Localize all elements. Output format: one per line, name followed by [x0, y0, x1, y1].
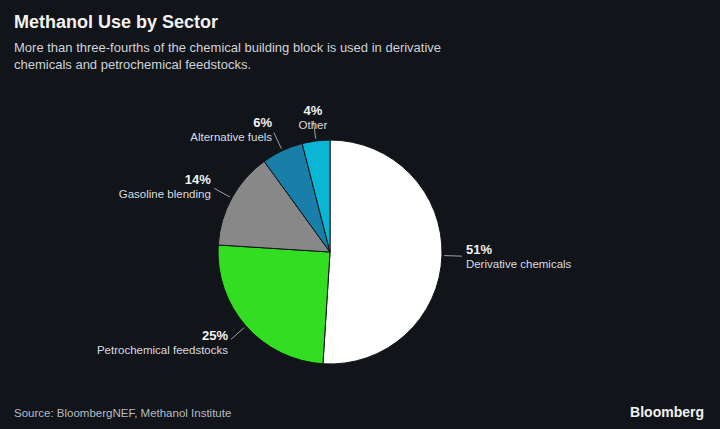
- annotation: Bloomberg: [630, 404, 704, 420]
- leader-line: [231, 328, 244, 340]
- data-label: 4%: [304, 103, 323, 118]
- subtitle-line: chemicals and petrochemical feedstocks.: [14, 57, 251, 72]
- data-label: 51%: [466, 242, 492, 257]
- category-label: Other: [299, 119, 328, 131]
- subtitle-line: More than three-fourths of the chemical …: [14, 40, 441, 55]
- category-label: Alternative fuels: [190, 131, 272, 143]
- leader-line: [274, 133, 282, 149]
- pie-slice: [218, 245, 330, 364]
- pie-slice: [323, 140, 442, 364]
- subtitle: More than three-fourths of the chemical …: [14, 40, 441, 72]
- data-label: 14%: [185, 172, 211, 187]
- pie-slice: [302, 140, 330, 252]
- leader-line: [444, 255, 462, 257]
- pie: [218, 140, 442, 364]
- leader-line: [214, 188, 230, 197]
- category-label: Gasoline blending: [119, 188, 211, 200]
- category-label: Petrochemical feedstocks: [97, 344, 228, 356]
- labels: 51%Derivative chemicals 25%Petrochemical …: [97, 103, 572, 356]
- source: Source: BloombergNEF, Methanol Institute: [14, 407, 231, 419]
- data-label: 6%: [253, 115, 272, 130]
- chart-svg: Methanol Use by Sector More than three-fo…: [0, 0, 720, 429]
- chart-container: Methanol Use by Sector More than three-fo…: [0, 0, 720, 429]
- background: [0, 0, 720, 429]
- title: Methanol Use by Sector: [14, 12, 218, 32]
- data-label: 25%: [202, 328, 228, 343]
- category-label: Derivative chemicals: [466, 258, 572, 270]
